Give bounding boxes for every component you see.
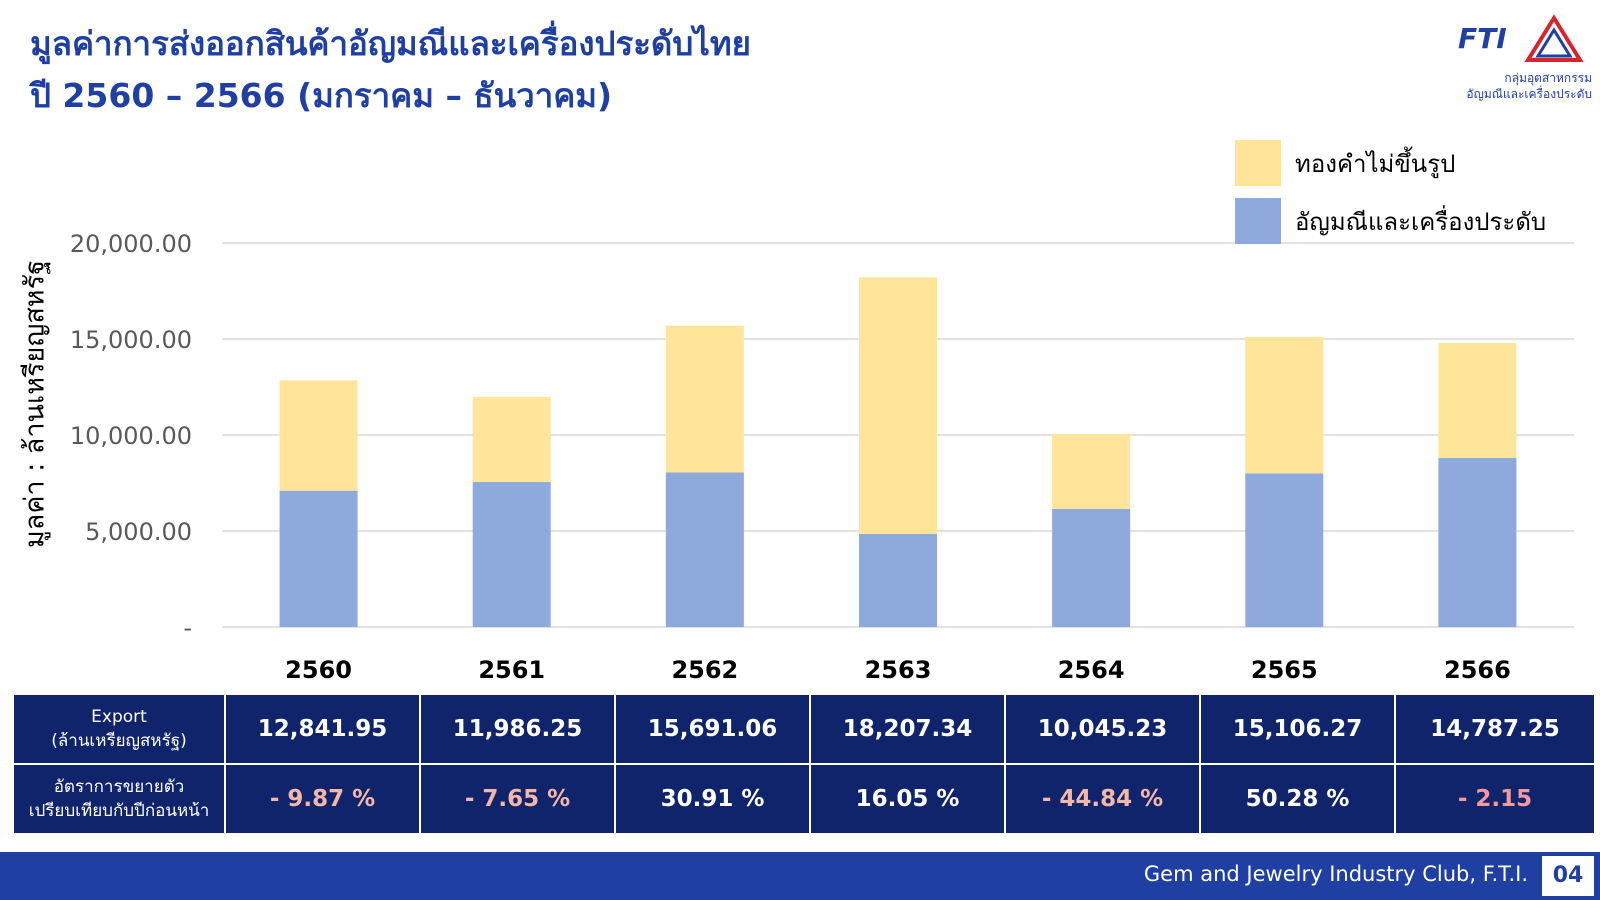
legend-item-gold: ทองคำไม่ขึ้นรูป [1235,134,1546,192]
bar-segment-gems [665,472,744,627]
title-line-2: ปี 2560 – 2566 (มกราคม – ธันวาคม) [30,76,613,115]
x-tick-label: 2565 [1251,656,1318,684]
y-tick-label: - [183,614,192,642]
export-cell-2565: 15,106.27 [1199,693,1396,765]
export-cell-2561: 11,986.25 [419,693,616,765]
bar-segment-gold [1245,336,1324,474]
bar-segment-gold [279,380,358,491]
export-cell-2562: 15,691.06 [614,693,811,765]
row-label-growth-line-2: เปรียบเทียบกับปีก่อนหน้า [28,801,210,821]
growth-cell-2562: 30.91 % [614,763,811,835]
growth-cell-2563: 16.05 % [809,763,1006,835]
row-label-export-line-2: (ล้านเหรียญสหรัฐ) [51,731,187,751]
export-cell-2560: 12,841.95 [224,693,421,765]
logo-triangle-inner [1535,27,1573,58]
legend-swatch-gems [1235,198,1281,244]
growth-cell-2561: - 7.65 % [419,763,616,835]
bar-segment-gold [472,396,551,483]
fti-triangle-logo-icon: FTI [1458,14,1584,62]
x-tick-label: 2566 [1444,656,1511,684]
bar-segment-gold [859,277,937,534]
row-label-growth: อัตราการขยายตัว เปรียบเทียบกับปีก่อนหน้า [12,763,226,835]
legend-swatch-gold [1235,140,1281,186]
logo-line-2: อัญมณีและเครื่องประดับ [1466,87,1592,101]
bar-segment-gems [1245,473,1324,627]
table-row-export: Export (ล้านเหรียญสหรัฐ) 12,841.95 11,98… [12,693,1596,765]
logo-mark: FTI [1458,22,1507,55]
footer-text: Gem and Jewelry Industry Club, F.T.I. [1143,862,1528,886]
row-label-growth-line-1: อัตราการขยายตัว [53,777,185,797]
title-line-1: มูลค่าการส่งออกสินค้าอัญมณีและเครื่องประ… [30,24,751,63]
bar-segment-gems [1438,458,1517,627]
row-label-export-line-1: Export [91,707,147,727]
logo-caption: กลุ่มอุตสาหกรรม อัญมณีและเครื่องประดับ [1420,70,1592,102]
logo-line-1: กลุ่มอุตสาหกรรม [1504,71,1592,85]
y-tick-label: 5,000.00 [85,518,192,546]
y-tick-label: 15,000.00 [70,326,192,354]
growth-cell-2566: - 2.15 [1394,763,1596,835]
export-cell-2564: 10,045.23 [1004,693,1201,765]
growth-cell-2564: - 44.84 % [1004,763,1201,835]
x-tick-label: 2560 [285,656,352,684]
legend-label-gems: อัญมณีและเครื่องประดับ [1295,207,1547,236]
table-row-growth: อัตราการขยายตัว เปรียบเทียบกับปีก่อนหน้า… [12,763,1596,835]
bar-segment-gold [665,325,744,473]
bar-segment-gems [472,482,551,627]
y-tick-label: 10,000.00 [70,422,192,450]
growth-cell-2560: - 9.87 % [224,763,421,835]
bar-segment-gold [1438,343,1517,459]
x-tick-label: 2564 [1058,656,1125,684]
x-tick-label: 2562 [671,656,738,684]
y-tick-label: 20,000.00 [70,230,192,258]
bar-segment-gems [1052,508,1131,627]
chart-legend: ทองคำไม่ขึ้นรูป อัญมณีและเครื่องประดับ [1235,134,1546,250]
bar-segment-gems [279,490,358,627]
row-label-export: Export (ล้านเหรียญสหรัฐ) [12,693,226,765]
bar-segment-gems [859,533,937,627]
stacked-bar-chart: - 5,000.00 10,000.00 15,000.00 20,000.00 2560… [70,230,1574,684]
x-tick-label: 2561 [478,656,545,684]
export-cell-2563: 18,207.34 [809,693,1006,765]
page-number: 04 [1542,856,1594,896]
x-tick-label: 2563 [865,656,932,684]
growth-cell-2565: 50.28 % [1199,763,1396,835]
page-title: มูลค่าการส่งออกสินค้าอัญมณีและเครื่องประ… [30,18,751,122]
export-cell-2566: 14,787.25 [1394,693,1596,765]
legend-item-gems: อัญมณีและเครื่องประดับ [1235,192,1546,250]
legend-label-gold: ทองคำไม่ขึ้นรูป [1295,149,1456,178]
fti-logo: FTI กลุ่มอุตสาหกรรม อัญมณีและเครื่องประด… [1420,14,1592,106]
logo-triangle-outer [1524,14,1584,62]
export-data-table: Export (ล้านเหรียญสหรัฐ) 12,841.95 11,98… [12,693,1596,835]
footer-bar: Gem and Jewelry Industry Club, F.T.I. 04 [0,852,1600,900]
bar-segment-gold [1052,434,1131,509]
